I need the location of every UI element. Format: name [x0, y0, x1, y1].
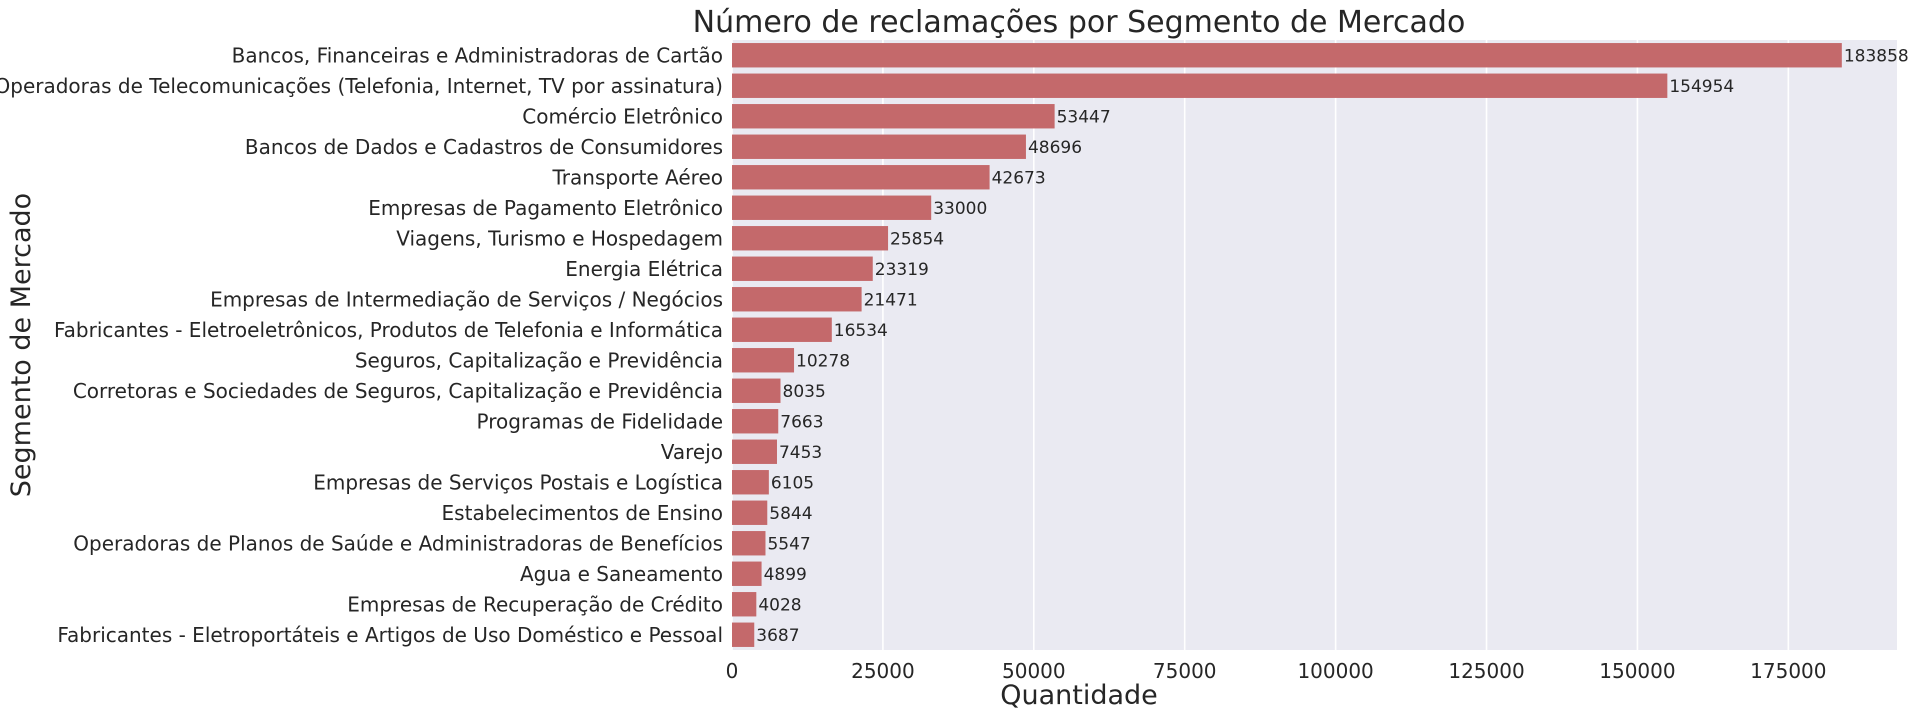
value-label: 5547 [767, 534, 810, 554]
value-label: 4899 [764, 565, 807, 585]
value-label: 4028 [758, 595, 801, 615]
value-label: 154954 [1669, 77, 1734, 97]
bar [732, 531, 766, 556]
x-tick-label: 100000 [1297, 659, 1373, 683]
bar [732, 165, 990, 190]
bar [732, 287, 862, 312]
bar [732, 104, 1055, 129]
value-label: 33000 [933, 199, 987, 219]
bar [732, 134, 1026, 159]
category-label: Fabricantes - Eletroeletrônicos, Produto… [54, 318, 723, 342]
value-label: 48696 [1028, 138, 1082, 158]
bar [732, 561, 762, 586]
value-label: 6105 [771, 473, 814, 493]
value-label: 3687 [756, 626, 799, 646]
category-label: Programas de Fidelidade [477, 409, 723, 433]
value-label: 53447 [1057, 107, 1111, 127]
x-tick-label: 75000 [1153, 659, 1217, 683]
value-label: 7663 [780, 412, 823, 432]
category-label: Seguros, Capitalização e Previdência [355, 348, 723, 372]
bar [732, 195, 932, 220]
value-label: 7453 [779, 443, 822, 463]
category-label: Corretoras e Sociedades de Seguros, Capi… [73, 379, 723, 403]
category-label: Transporte Aéreo [552, 165, 723, 189]
bar [732, 439, 777, 464]
category-label: Operadoras de Planos de Saúde e Administ… [73, 531, 723, 555]
chart-title: Número de reclamações por Segmento de Me… [693, 5, 1466, 40]
x-tick-label: 25000 [851, 659, 915, 683]
value-label: 21471 [864, 290, 918, 310]
category-label: Operadoras de Telecomunicações (Telefoni… [0, 74, 723, 98]
category-label: Viagens, Turismo e Hospedagem [396, 226, 723, 250]
value-label: 183858 [1844, 46, 1908, 66]
category-label: Empresas de Pagamento Eletrônico [368, 196, 723, 220]
bar [732, 409, 779, 434]
bar [732, 256, 873, 281]
value-label: 5844 [769, 504, 812, 524]
bar [732, 500, 768, 525]
category-label: Energia Elétrica [565, 257, 723, 281]
y-axis-title: Segmento de Mercado [6, 193, 37, 497]
bar [732, 378, 781, 403]
value-label: 23319 [875, 260, 929, 280]
category-label: Empresas de Intermediação de Serviços / … [210, 287, 723, 311]
category-label: Fabricantes - Eletroportáteis e Artigos … [57, 623, 723, 647]
value-label: 25854 [890, 229, 944, 249]
value-label: 8035 [783, 382, 826, 402]
bar [732, 348, 795, 373]
bar [732, 317, 832, 342]
value-label: 16534 [834, 321, 888, 341]
x-tick-label: 125000 [1448, 659, 1524, 683]
bar [732, 73, 1668, 98]
x-tick-label: 0 [726, 659, 739, 683]
bar [732, 592, 757, 617]
value-label: 42673 [992, 168, 1046, 188]
category-label: Varejo [661, 440, 723, 464]
category-label: Empresas de Recuperação de Crédito [347, 592, 723, 616]
bar [732, 470, 769, 495]
category-label: Bancos de Dados e Cadastros de Consumido… [245, 135, 723, 159]
value-label: 10278 [796, 351, 850, 371]
x-tick-label: 175000 [1750, 659, 1826, 683]
plot-background [732, 40, 1897, 650]
bar [732, 43, 1842, 68]
x-axis-title: Quantidade [1000, 680, 1158, 711]
x-tick-label: 50000 [1002, 659, 1066, 683]
category-label: Empresas de Serviços Postais e Logística [313, 470, 723, 494]
x-tick-label: 150000 [1599, 659, 1675, 683]
bar [732, 622, 755, 647]
category-label: Estabelecimentos de Ensino [442, 501, 723, 525]
category-label: Comércio Eletrônico [522, 104, 723, 128]
category-label: Agua e Saneamento [520, 562, 723, 586]
category-label: Bancos, Financeiras e Administradoras de… [232, 43, 723, 67]
bar [732, 226, 889, 251]
